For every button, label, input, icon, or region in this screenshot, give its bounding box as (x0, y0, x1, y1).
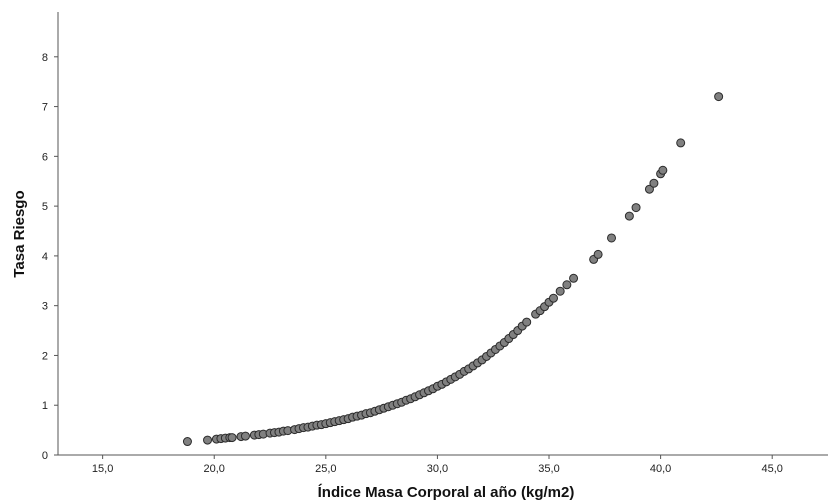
y-ticks: 0 1 2 3 4 5 6 7 8 (42, 52, 58, 462)
data-point (569, 273, 579, 283)
y-tick-label: 2 (42, 350, 48, 362)
y-axis-title: Tasa Riesgo (11, 190, 28, 277)
x-axis-title: Índice Masa Corporal al año (kg/m2) (318, 484, 575, 501)
data-points (182, 92, 724, 447)
data-point (240, 431, 250, 441)
y-tick-label: 7 (42, 102, 48, 114)
data-point (624, 211, 634, 221)
data-point (203, 435, 213, 445)
data-point (644, 184, 654, 194)
y-tick-label: 8 (42, 52, 48, 64)
y-tick-label: 0 (42, 450, 48, 462)
data-point (562, 280, 572, 290)
x-tick-label: 15,0 (92, 463, 113, 475)
y-tick-label: 4 (42, 251, 48, 263)
data-point (593, 249, 603, 259)
data-point (676, 138, 686, 148)
data-point (631, 203, 641, 213)
x-tick-label: 30,0 (427, 463, 448, 475)
data-point (182, 437, 192, 447)
data-point (555, 286, 565, 296)
y-tick-label: 1 (42, 400, 48, 412)
y-tick-label: 5 (42, 201, 48, 213)
x-tick-label: 40,0 (650, 463, 671, 475)
y-tick-label: 3 (42, 301, 48, 313)
data-point (548, 293, 558, 303)
data-point (649, 178, 659, 188)
x-ticks: 15,0 20,0 25,0 30,0 35,0 40,0 45,0 (92, 455, 783, 475)
y-tick-label: 6 (42, 151, 48, 163)
data-point (714, 92, 724, 102)
data-point (522, 317, 532, 327)
data-point (227, 433, 237, 443)
x-tick-label: 45,0 (761, 463, 782, 475)
data-point (658, 165, 668, 175)
x-tick-label: 35,0 (538, 463, 559, 475)
x-tick-label: 25,0 (315, 463, 336, 475)
data-point (607, 233, 617, 243)
x-tick-label: 20,0 (204, 463, 225, 475)
